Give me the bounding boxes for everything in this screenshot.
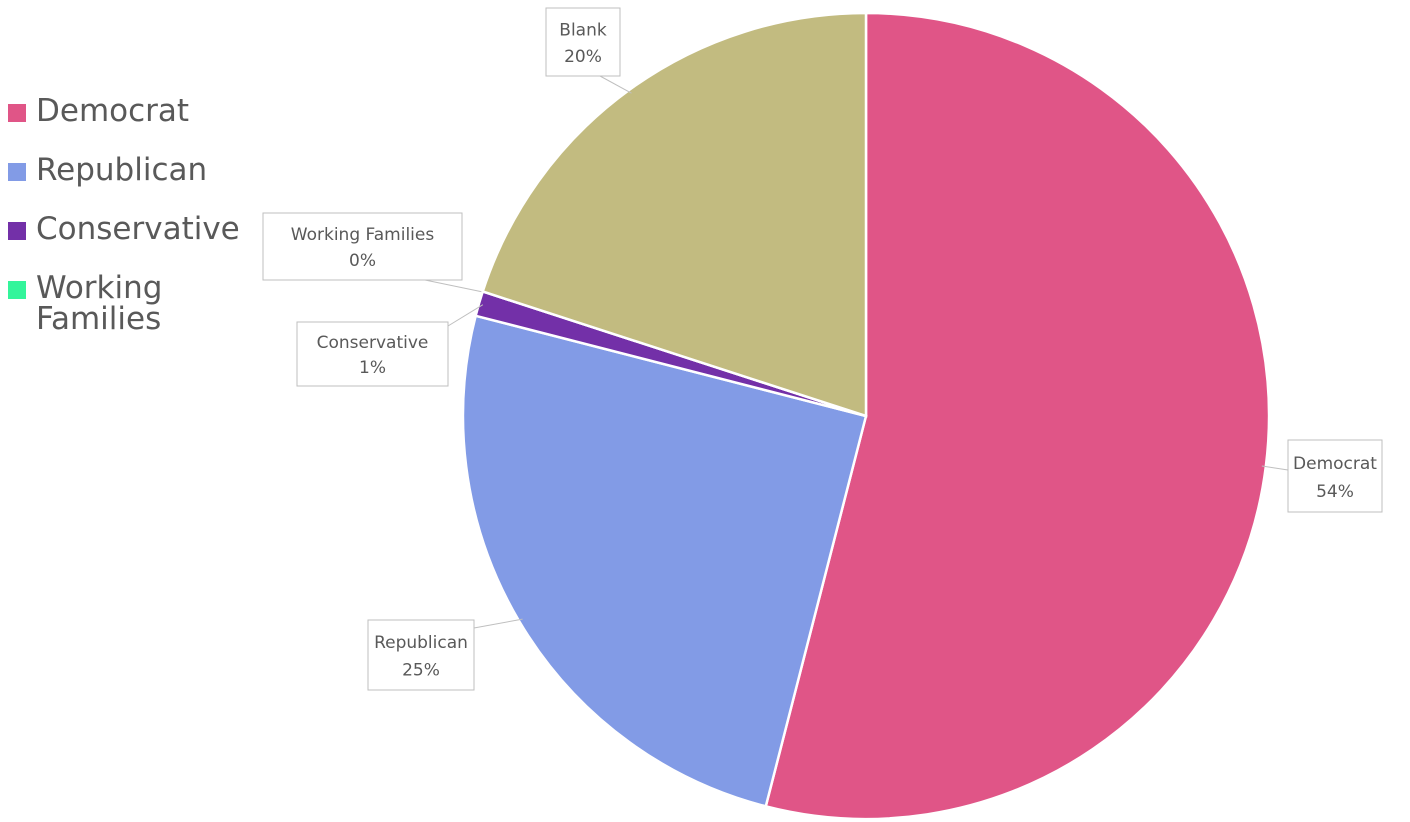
leader-line	[599, 75, 632, 94]
label-box	[367, 619, 475, 691]
pie-slice	[461, 314, 868, 808]
leader-line	[447, 304, 484, 327]
legend-label: Republican	[36, 152, 208, 188]
data-label-value: 25%	[402, 660, 440, 680]
pie-slice	[481, 11, 868, 418]
legend-entry: Conservative	[8, 214, 258, 245]
label-box	[1287, 439, 1383, 513]
data-label-value: 54%	[1316, 482, 1354, 502]
legend-swatch	[8, 222, 26, 240]
data-label-name: Working Families	[291, 225, 435, 245]
legend-entry: Working Families	[8, 273, 258, 335]
legend-swatch	[8, 104, 26, 122]
data-label-value: 0%	[349, 251, 376, 271]
leader-line	[424, 279, 487, 294]
legend-label: Democrat	[36, 93, 190, 129]
legend: Democrat Republican Conservative Working Fa…	[8, 96, 258, 363]
leader-line	[473, 618, 523, 629]
leader-line	[1261, 465, 1289, 471]
label-box	[296, 321, 449, 387]
legend-label: Working Families	[36, 270, 163, 337]
legend-swatch	[8, 281, 26, 299]
data-label-value: 1%	[359, 358, 386, 378]
label-box	[545, 7, 621, 77]
label-box	[262, 212, 463, 281]
data-label-name: Democrat	[1293, 454, 1377, 474]
legend-entry: Republican	[8, 155, 258, 186]
legend-entry: Democrat	[8, 96, 258, 127]
data-label-name: Blank	[559, 20, 607, 40]
legend-label: Conservative	[36, 211, 240, 247]
legend-swatch	[8, 163, 26, 181]
data-label-value: 20%	[564, 47, 602, 67]
data-label-name: Conservative	[317, 333, 429, 353]
data-label-name: Republican	[374, 633, 468, 653]
